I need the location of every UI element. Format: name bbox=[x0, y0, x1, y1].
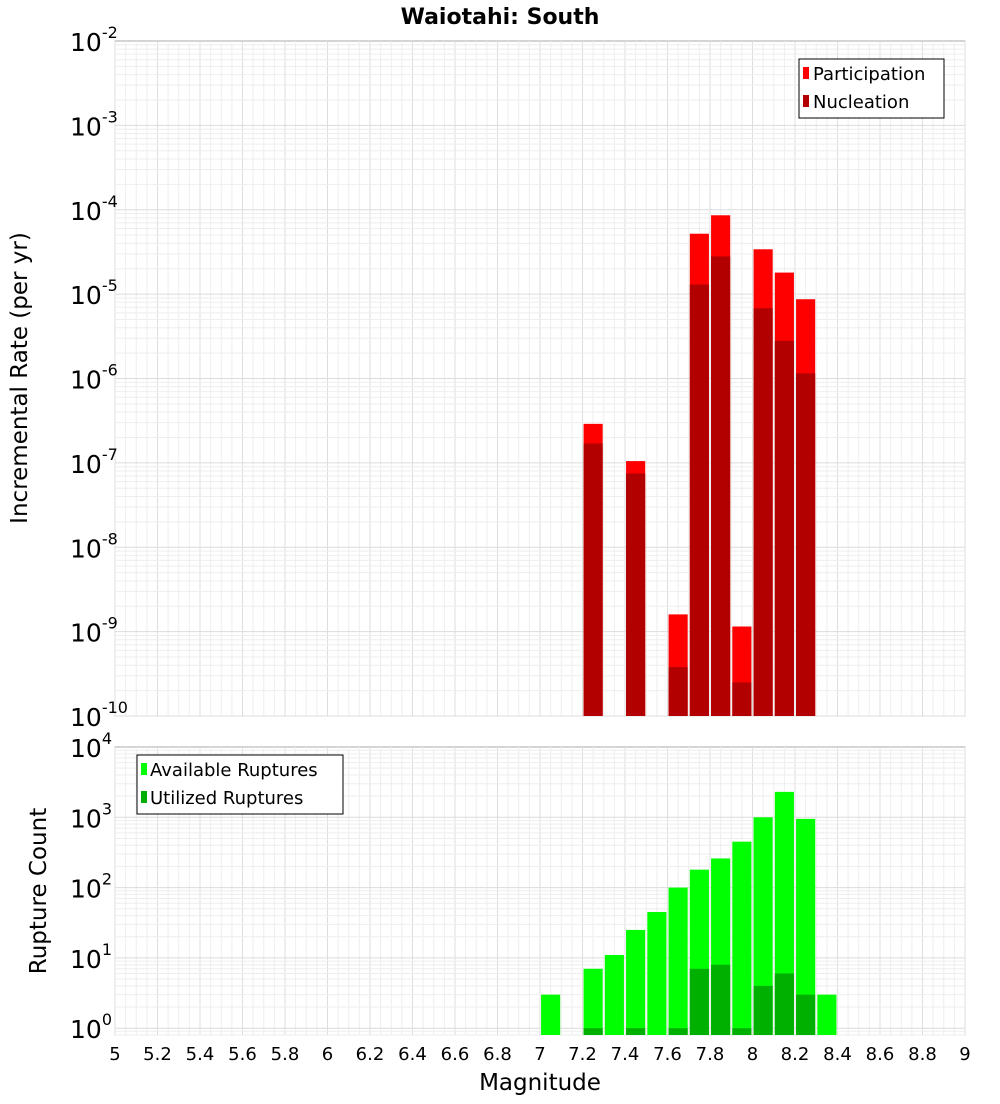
count-y-axis-label: Rupture Count bbox=[26, 808, 52, 974]
count-bar-available-ruptures bbox=[626, 929, 646, 1035]
count-bar-utilized-ruptures bbox=[689, 968, 709, 1035]
count-y-ticks: 100 101 102 103 104 bbox=[70, 729, 112, 1044]
count-y-tick-label: 102 bbox=[70, 870, 112, 904]
count-bar-utilized-ruptures bbox=[668, 1028, 688, 1035]
x-tick-label: 5.8 bbox=[271, 1044, 300, 1065]
count-bar-available-ruptures bbox=[753, 817, 773, 1035]
legend-label-participation: Participation bbox=[813, 64, 925, 85]
chart-title: Waiotahi: South bbox=[401, 5, 600, 30]
rate-y-tick-label: 10-3 bbox=[70, 107, 118, 141]
x-tick-label: 6 bbox=[322, 1044, 333, 1065]
rate-y-ticks: 10-10 10-9 10-8 10-7 10-6 10-5 10-4 10-3 10-2 bbox=[70, 23, 128, 732]
count-bars bbox=[541, 791, 837, 1035]
rate-bar-nucleation bbox=[668, 667, 688, 716]
rate-y-tick-label: 10-9 bbox=[70, 614, 118, 648]
legend-label-utilized: Utilized Ruptures bbox=[150, 788, 303, 809]
count-bar-available-ruptures bbox=[541, 994, 561, 1035]
count-bar-utilized-ruptures bbox=[626, 1028, 646, 1035]
x-tick-label: 6.4 bbox=[398, 1044, 427, 1065]
rate-bar-nucleation bbox=[774, 340, 794, 716]
x-tick-label: 8 bbox=[747, 1044, 758, 1065]
count-bar-utilized-ruptures bbox=[732, 1028, 752, 1035]
x-tick-label: 6.8 bbox=[483, 1044, 512, 1065]
rate-bar-nucleation bbox=[732, 682, 752, 716]
count-panel: 100 101 102 103 104 Rupture Count Available … bbox=[26, 729, 966, 1044]
rate-panel: 10-10 10-9 10-8 10-7 10-6 10-5 10-4 10-3 10-2 In… bbox=[7, 23, 966, 732]
legend-swatch-utilized bbox=[141, 791, 147, 803]
count-bar-utilized-ruptures bbox=[753, 985, 773, 1035]
count-y-tick-label: 103 bbox=[70, 799, 112, 833]
count-bar-utilized-ruptures bbox=[711, 964, 731, 1035]
count-bar-available-ruptures bbox=[647, 911, 667, 1035]
x-tick-label: 7 bbox=[534, 1044, 545, 1065]
x-tick-label: 5.2 bbox=[143, 1044, 172, 1065]
count-bar-utilized-ruptures bbox=[796, 994, 816, 1035]
x-tick-label: 6.2 bbox=[356, 1044, 385, 1065]
rate-y-axis-label: Incremental Rate (per yr) bbox=[7, 232, 33, 524]
x-axis-label: Magnitude bbox=[479, 1070, 601, 1096]
count-bar-available-ruptures bbox=[668, 887, 688, 1035]
count-legend: Available Ruptures Utilized Ruptures bbox=[136, 754, 344, 815]
x-tick-label: 7.8 bbox=[696, 1044, 725, 1065]
rate-legend: Participation Nucleation bbox=[798, 58, 945, 119]
x-tick-label: 8.6 bbox=[866, 1044, 895, 1065]
legend-label-nucleation: Nucleation bbox=[813, 92, 909, 113]
rate-y-tick-label: 10-8 bbox=[70, 529, 118, 563]
rate-bar-nucleation bbox=[753, 308, 773, 716]
x-tick-label: 7.2 bbox=[568, 1044, 597, 1065]
rate-y-tick-label: 10-2 bbox=[70, 23, 118, 57]
rate-y-tick-label: 10-7 bbox=[70, 445, 118, 479]
legend-swatch-available bbox=[141, 763, 147, 775]
rate-bar-nucleation bbox=[626, 473, 646, 716]
legend-label-available: Available Ruptures bbox=[150, 760, 318, 781]
rate-grid bbox=[114, 41, 966, 717]
count-y-tick-label: 101 bbox=[70, 940, 112, 974]
rate-bar-nucleation bbox=[583, 443, 603, 716]
rate-y-tick-label: 10-6 bbox=[70, 361, 118, 395]
legend-swatch-nucleation bbox=[803, 95, 809, 107]
rate-bars bbox=[583, 215, 816, 717]
x-axis-ticks: 5 5.2 5.4 5.6 5.8 6 6.2 6.4 6.6 6.8 7 7.2 7.4 7.6 7.8 8… bbox=[109, 1044, 970, 1065]
x-tick-label: 8.2 bbox=[781, 1044, 810, 1065]
count-y-tick-label: 104 bbox=[70, 729, 112, 763]
rate-bar-nucleation bbox=[689, 284, 709, 716]
count-bar-available-ruptures bbox=[817, 994, 837, 1035]
count-bar-available-ruptures bbox=[583, 968, 603, 1035]
rate-legend-box bbox=[798, 58, 945, 119]
rate-y-tick-label: 10-10 bbox=[70, 698, 128, 732]
rate-bar-nucleation bbox=[711, 256, 731, 716]
count-bar-available-ruptures bbox=[604, 954, 624, 1035]
x-tick-label: 7.6 bbox=[653, 1044, 682, 1065]
x-tick-label: 9 bbox=[959, 1044, 970, 1065]
count-bar-utilized-ruptures bbox=[583, 1028, 603, 1035]
rate-bar-nucleation bbox=[796, 373, 816, 716]
x-tick-label: 8.8 bbox=[908, 1044, 937, 1065]
x-tick-label: 7.4 bbox=[611, 1044, 640, 1065]
count-legend-box bbox=[136, 754, 344, 815]
x-tick-label: 5.4 bbox=[186, 1044, 215, 1065]
count-y-tick-label: 100 bbox=[70, 1010, 112, 1044]
count-bar-available-ruptures bbox=[796, 818, 816, 1035]
x-tick-label: 8.4 bbox=[823, 1044, 852, 1065]
rate-y-tick-label: 10-4 bbox=[70, 192, 118, 226]
rate-y-tick-label: 10-5 bbox=[70, 276, 118, 310]
x-tick-label: 5.6 bbox=[228, 1044, 257, 1065]
count-bar-available-ruptures bbox=[732, 841, 752, 1035]
x-tick-label: 5 bbox=[109, 1044, 120, 1065]
count-bar-utilized-ruptures bbox=[774, 973, 794, 1035]
x-tick-label: 6.6 bbox=[441, 1044, 470, 1065]
legend-swatch-participation bbox=[803, 67, 809, 79]
